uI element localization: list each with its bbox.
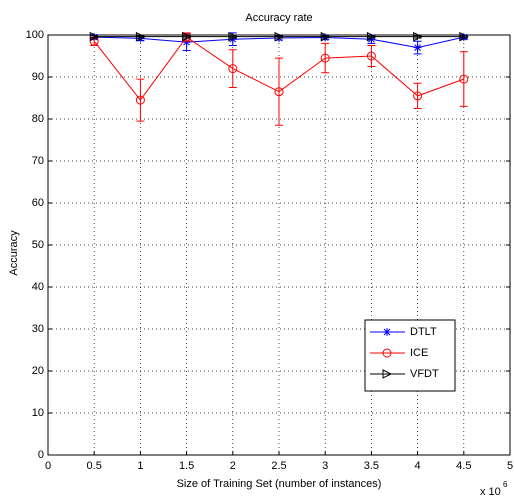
y-axis-label: Accuracy [8,230,20,276]
y-tick-label: 70 [32,155,44,167]
legend-label: DTLT [410,326,437,338]
marker [182,31,192,42]
y-tick-label: 80 [32,113,44,125]
marker [459,74,469,84]
marker [366,51,376,61]
marker [135,95,145,105]
series [89,31,469,42]
y-tick-label: 50 [32,239,44,251]
chart-title: Accuracy rate [245,12,312,24]
legend-label: VFDT [410,368,439,380]
marker [274,31,285,42]
marker [228,31,238,42]
legend-marker [382,348,392,358]
line [93,36,464,101]
y-tick-label: 40 [32,281,44,293]
marker [459,31,469,42]
marker [413,91,423,101]
x-tick-label: 3.5 [364,460,379,472]
x-exponent: 6 [503,480,508,489]
y-tick-label: 30 [32,323,44,335]
marker [228,64,238,74]
marker [413,43,422,52]
y-tick-label: 10 [32,407,44,419]
marker [413,31,423,42]
legend-marker [382,369,393,379]
marker [182,38,191,47]
x-axis-label: Size of Training Set (number of instance… [177,478,382,490]
marker [366,31,377,42]
marker [135,31,146,42]
x-tick-label: 1.5 [179,460,194,472]
marker [274,87,284,97]
x-tick-label: 2.5 [271,460,286,472]
x-multiplier: x 10 [480,486,501,498]
x-tick-label: 5 [507,460,513,472]
x-tick-label: 0 [45,460,51,472]
x-tick-label: 2 [230,460,236,472]
x-tick-label: 0.5 [87,460,102,472]
x-tick-label: 4.5 [456,460,471,472]
x-tick-label: 4 [415,460,421,472]
y-tick-label: 20 [32,365,44,377]
marker [320,31,331,42]
x-tick-label: 3 [322,460,328,472]
y-tick-label: 0 [38,449,44,461]
series [89,32,469,126]
marker [320,53,330,63]
x-tick-label: 1 [137,460,143,472]
legend-label: ICE [410,347,428,359]
y-tick-label: 90 [32,71,44,83]
y-tick-label: 100 [26,29,44,41]
marker [89,31,100,42]
legend-marker [383,328,391,336]
y-tick-label: 60 [32,197,44,209]
